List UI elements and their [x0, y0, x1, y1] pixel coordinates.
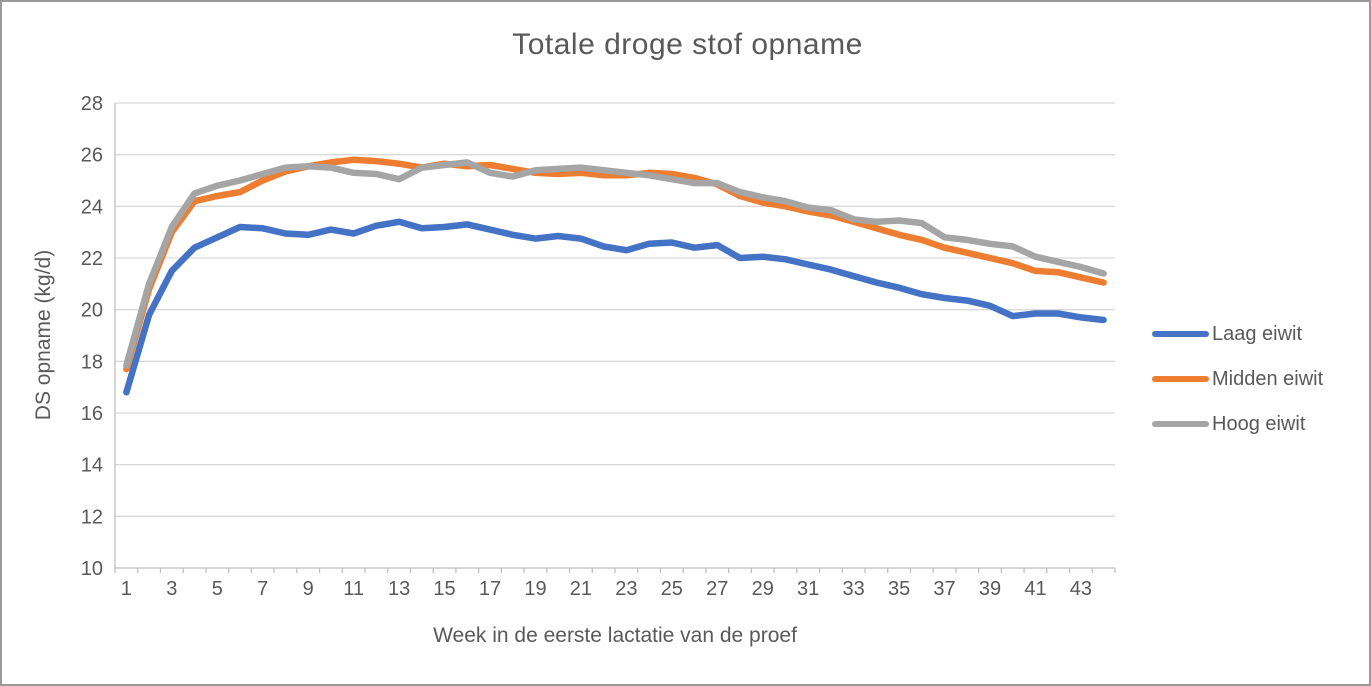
x-tick-label: 17 — [479, 578, 501, 600]
x-tick-label: 11 — [343, 578, 364, 600]
y-tick-label: 28 — [81, 93, 103, 115]
x-tick-label: 21 — [570, 578, 592, 600]
x-tick-label: 37 — [933, 578, 955, 600]
chart-title: Totale droge stof opname — [512, 28, 863, 61]
x-tick-label: 1 — [121, 578, 132, 600]
x-tick-label: 35 — [888, 578, 910, 600]
x-tick-label: 25 — [661, 578, 683, 600]
series-line-laag-eiwit — [123, 218, 1107, 396]
x-tick-label: 9 — [303, 578, 314, 600]
y-tick-label: 10 — [81, 558, 103, 580]
y-tick-label: 20 — [81, 300, 103, 322]
y-tick-label: 18 — [81, 351, 103, 373]
legend-line-swatch-blue — [1152, 331, 1209, 337]
x-tick-label: 27 — [706, 578, 728, 600]
x-tick-label: 23 — [615, 578, 637, 600]
x-tick-label: 13 — [388, 578, 410, 600]
x-tick-label: 31 — [797, 578, 819, 600]
legend-label: Hoog eiwit — [1212, 413, 1306, 435]
series-line-hoog-eiwit — [123, 159, 1107, 369]
y-tick-label: 26 — [81, 145, 103, 167]
x-tick-label: 19 — [524, 578, 546, 600]
legend-line-swatch-orange — [1152, 376, 1209, 382]
x-tick-label: 43 — [1070, 578, 1092, 600]
x-tick-label: 5 — [212, 578, 223, 600]
legend-item-hoog-eiwit: Hoog eiwit — [1152, 411, 1305, 437]
x-tick-label: 33 — [843, 578, 865, 600]
legend-item-midden-eiwit: Midden eiwit — [1152, 366, 1323, 392]
x-tick-label: 39 — [979, 578, 1001, 600]
y-tick-label: 12 — [81, 506, 103, 528]
x-tick-label: 15 — [433, 578, 455, 600]
x-tick-label: 29 — [752, 578, 774, 600]
legend-label: Laag eiwit — [1212, 323, 1303, 345]
x-tick-label: 3 — [166, 578, 177, 600]
y-tick-label: 14 — [81, 455, 103, 477]
y-tick-label: 16 — [81, 403, 103, 425]
series-line-midden-eiwit — [123, 156, 1107, 373]
y-tick-label: 22 — [81, 248, 103, 270]
y-tick-label: 24 — [81, 196, 103, 218]
x-axis-title: Week in de eerste lactatie van de proef — [433, 624, 797, 647]
x-tick-label: 41 — [1024, 578, 1046, 600]
x-tick-label: 7 — [257, 578, 268, 600]
legend-item-laag-eiwit: Laag eiwit — [1152, 321, 1302, 347]
legend-line-swatch-gray — [1152, 421, 1209, 427]
legend-label: Midden eiwit — [1212, 368, 1324, 390]
